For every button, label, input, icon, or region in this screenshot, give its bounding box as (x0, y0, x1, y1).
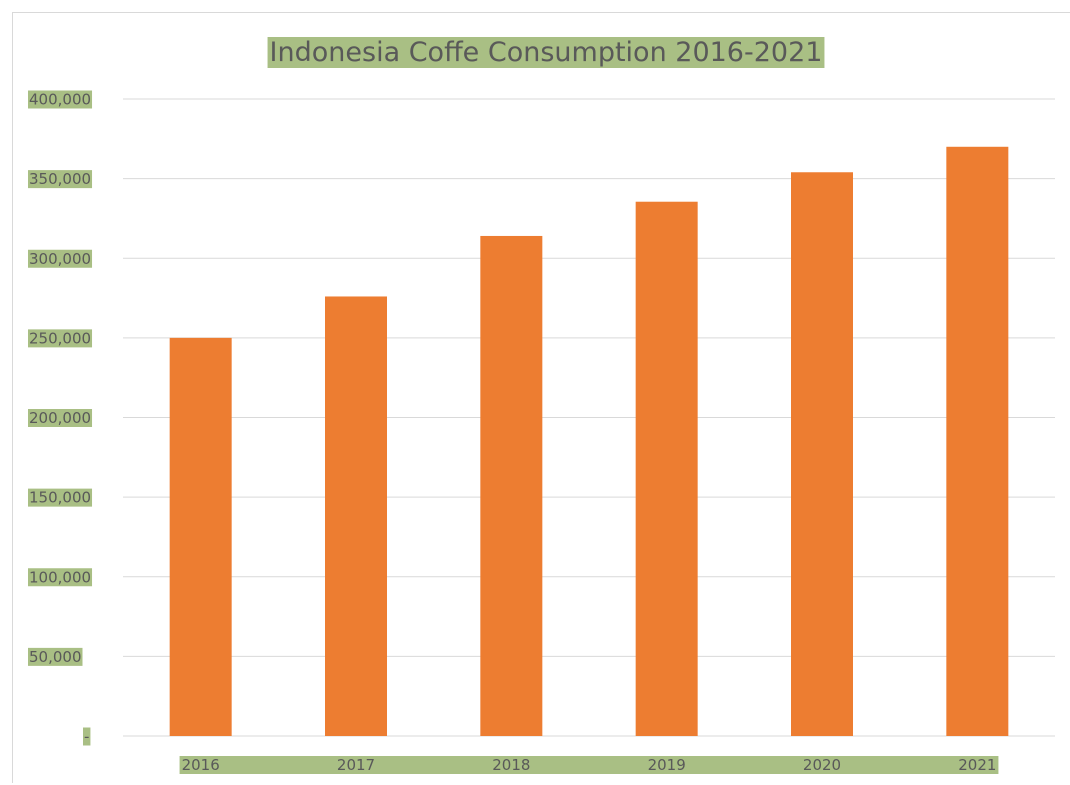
y-tick-label: 150,000 (29, 489, 91, 507)
x-tick-label: 2017 (337, 756, 375, 774)
y-tick-label: 350,000 (29, 170, 91, 188)
y-tick: 100,000 (28, 568, 93, 587)
chart-title-group: Indonesia Coffe Consumption 2016-2021 (267, 37, 825, 68)
bar (946, 146, 1009, 736)
x-tick-label: 2018 (492, 756, 530, 774)
bar (325, 296, 387, 736)
x-axis-label-highlight (179, 756, 999, 774)
y-tick: 150,000 (28, 488, 93, 507)
x-axis-ticks: 2016 2017 2018 2019 2020 2021 (179, 756, 999, 774)
bars (169, 146, 1009, 736)
y-tick-label: 250,000 (29, 329, 91, 347)
y-tick-label: - (84, 728, 89, 746)
x-tick-label: 2016 (182, 756, 220, 774)
y-tick-highlight (28, 568, 93, 587)
y-tick-label: 50,000 (29, 648, 82, 666)
y-tick-label: 200,000 (29, 409, 91, 427)
y-tick-highlight (28, 647, 83, 666)
y-tick-label: 400,000 (29, 91, 91, 109)
y-tick-label: 300,000 (29, 250, 91, 268)
y-tick-highlight (83, 727, 91, 746)
y-tick: 250,000 (28, 329, 93, 348)
y-axis-ticks: - 50,000 100,000 150,000 200,000 250,000 300,0… (28, 90, 93, 746)
x-tick-label: 2019 (648, 756, 686, 774)
bar (480, 235, 543, 736)
y-tick-highlight (28, 170, 93, 189)
bar (791, 172, 853, 736)
y-tick: 400,000 (28, 90, 93, 109)
x-tick-label: 2021 (958, 756, 996, 774)
y-tick-label: 100,000 (29, 568, 91, 586)
y-tick: 200,000 (28, 409, 93, 427)
x-tick-label: 2020 (803, 756, 841, 774)
y-tick-highlight (28, 90, 93, 109)
y-tick-highlight (28, 249, 93, 268)
y-tick-highlight (28, 409, 93, 427)
y-tick: 50,000 (28, 647, 83, 666)
chart-title-highlight (267, 37, 825, 68)
bar (635, 201, 698, 736)
bar (169, 337, 232, 736)
chart-title: Indonesia Coffe Consumption 2016-2021 (270, 37, 823, 68)
gridlines (123, 98, 1055, 737)
y-tick: - (83, 727, 91, 746)
y-tick: 300,000 (28, 249, 93, 268)
y-tick-highlight (28, 329, 93, 348)
y-tick: 350,000 (28, 170, 93, 189)
y-tick-highlight (28, 488, 93, 507)
